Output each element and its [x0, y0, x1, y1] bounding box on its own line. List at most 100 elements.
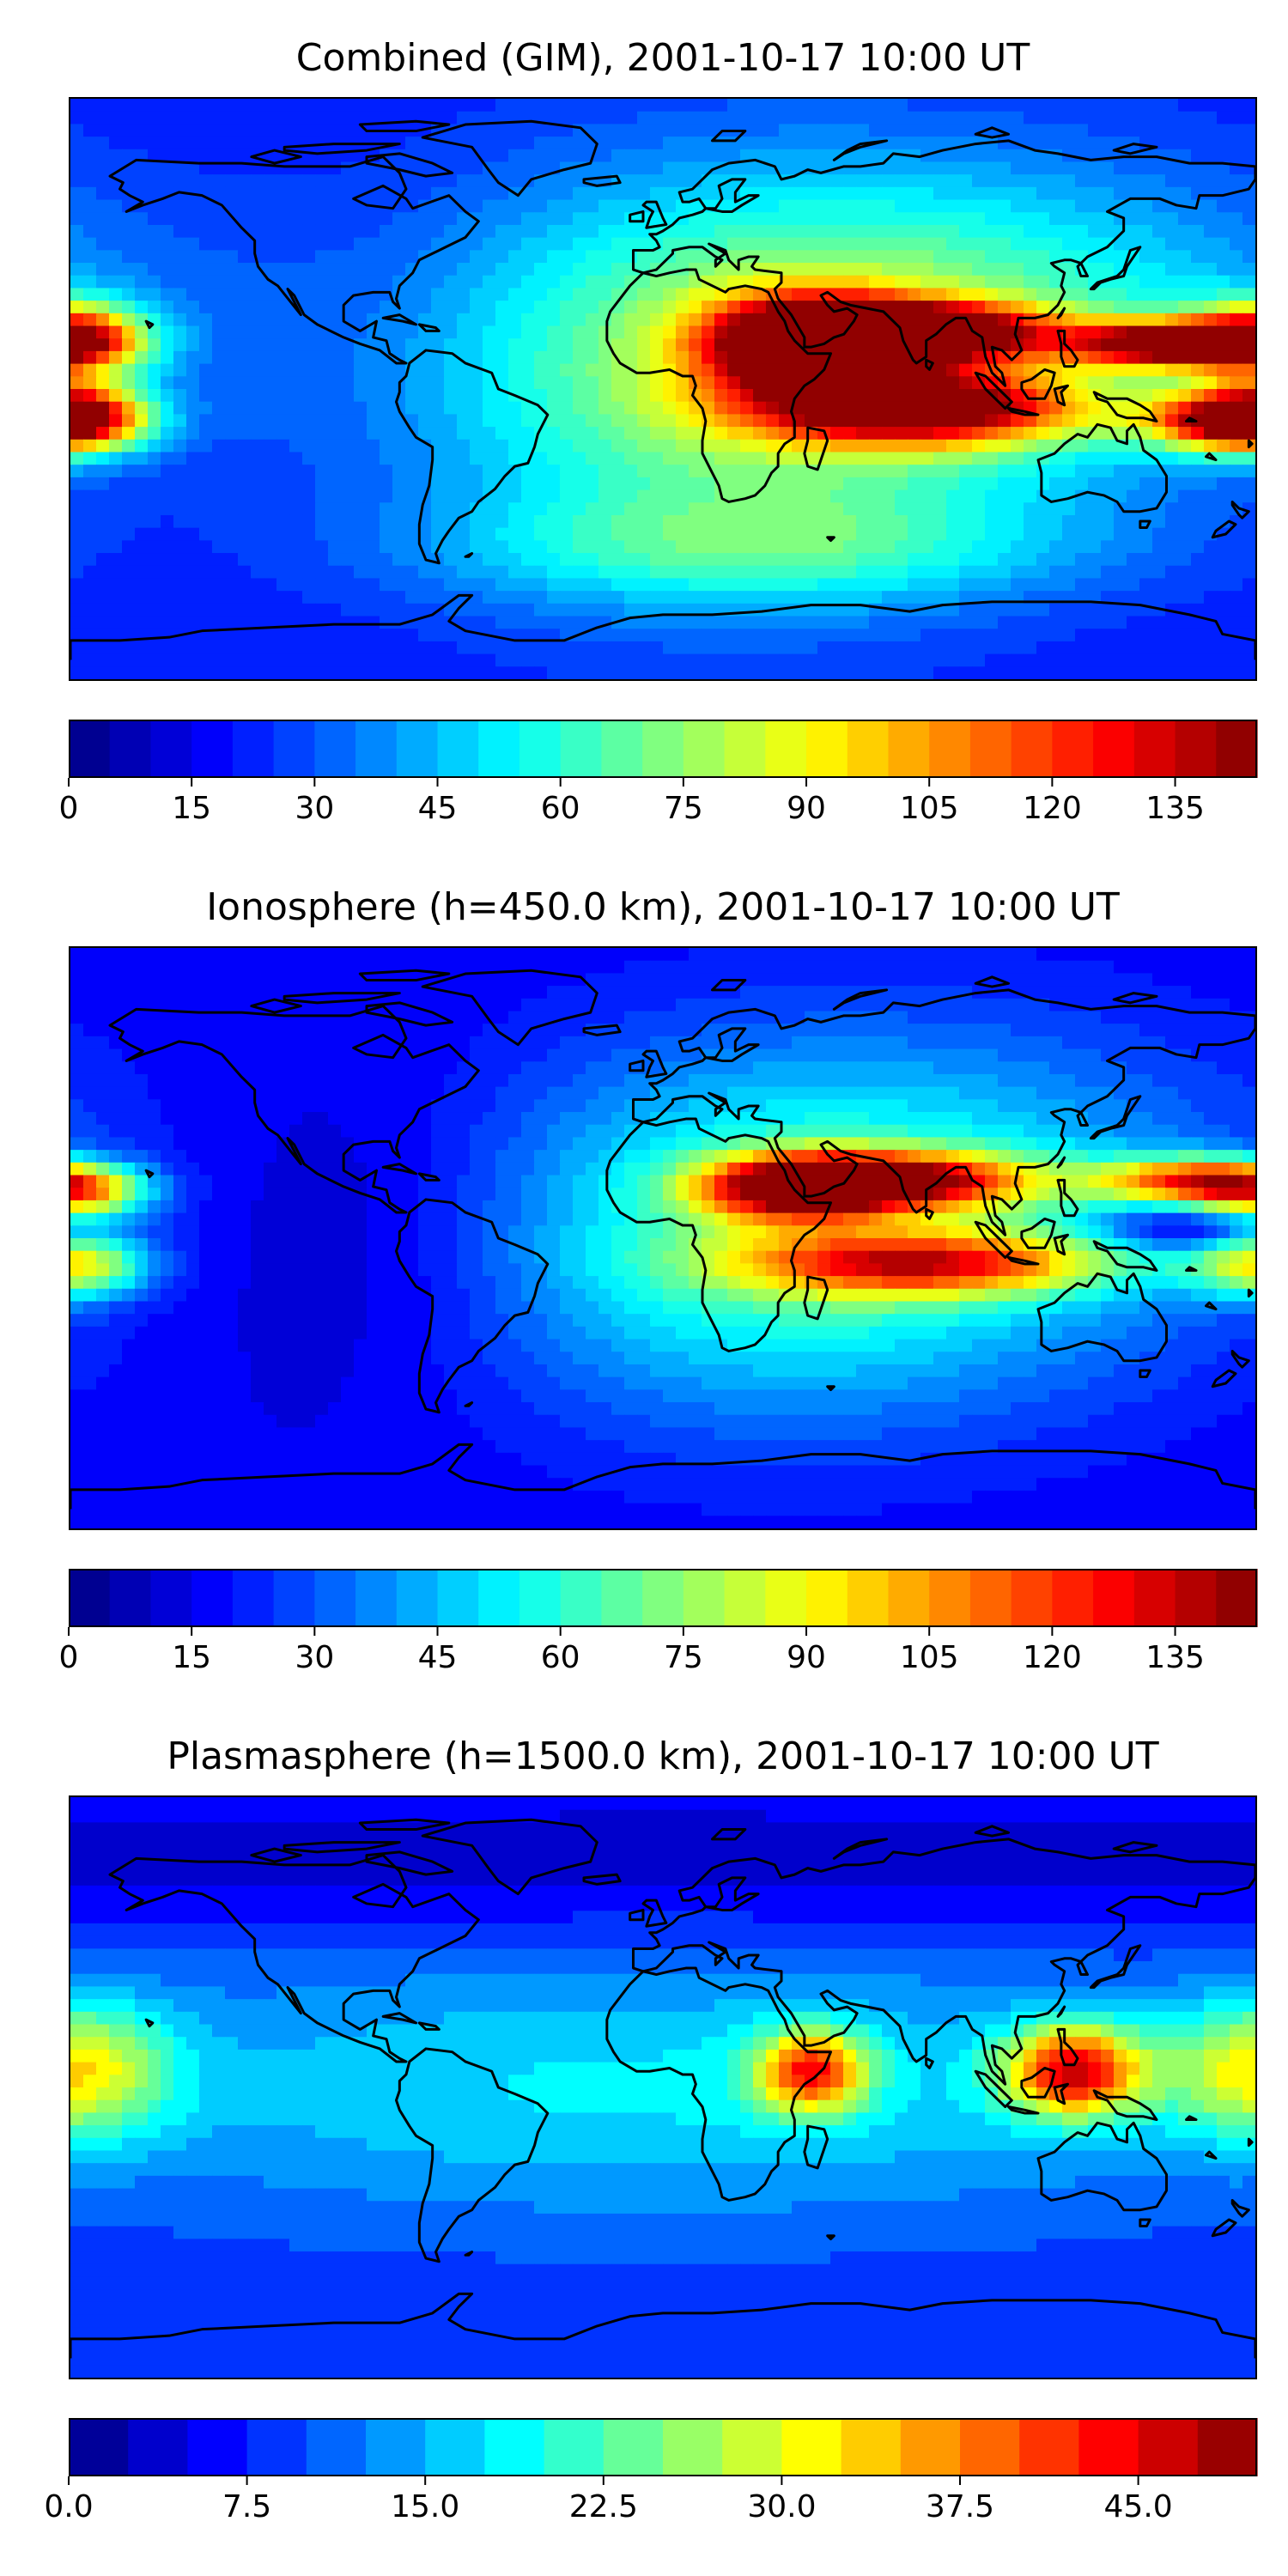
colorbar-segment	[960, 2418, 1020, 2476]
colorbar-segment	[724, 720, 766, 778]
tec-field	[70, 948, 1255, 1528]
colorbar-segment	[366, 2418, 426, 2476]
tec-field	[70, 99, 1255, 679]
colorbar-segment	[437, 720, 479, 778]
colorbar-segment	[929, 1569, 971, 1627]
colorbar-segment	[722, 2418, 782, 2476]
colorbar-segment	[765, 1569, 807, 1627]
colorbar-segment	[232, 1569, 275, 1627]
colorbar-segment	[603, 2418, 664, 2476]
colorbar-segment	[478, 720, 520, 778]
colorbar-segment	[900, 2418, 961, 2476]
colorbar-gradient	[68, 2418, 1258, 2485]
colorbar-segment	[663, 2418, 723, 2476]
map-combined	[69, 97, 1257, 681]
colorbar-tick-label: 90	[787, 791, 826, 826]
colorbar-tick-label: 90	[787, 1640, 826, 1675]
colorbar-segment	[642, 1569, 684, 1627]
colorbar-segment	[1011, 720, 1053, 778]
tec-field	[70, 1797, 1255, 2378]
colorbar-tick-label: 30	[295, 791, 335, 826]
colorbar-segment	[601, 1569, 643, 1627]
colorbar-segment	[765, 720, 807, 778]
colorbar-segment	[888, 720, 930, 778]
colorbar-segment	[683, 720, 726, 778]
colorbar-segment	[1138, 2418, 1199, 2476]
panel-title-plasmasphere: Plasmasphere (h=1500.0 km), 2001-10-17 1…	[167, 1735, 1159, 1778]
colorbar-gradient	[68, 720, 1258, 787]
colorbar-segment	[191, 720, 234, 778]
colorbar-tick-label: 0	[58, 791, 79, 826]
colorbar-segment	[314, 720, 356, 778]
colorbar-segment	[683, 1569, 726, 1627]
colorbar-segment	[150, 720, 192, 778]
colorbar-tick-label: 135	[1145, 1640, 1205, 1675]
colorbar-segment	[109, 720, 152, 778]
colorbar-segment	[806, 720, 848, 778]
colorbar-tick-label: 135	[1145, 791, 1205, 826]
colorbar-segment	[484, 2418, 545, 2476]
colorbar-segment	[1133, 720, 1176, 778]
colorbar-segment	[1078, 2418, 1139, 2476]
colorbar-combined: 0 15 30 45 60 75 90 105 120 135	[59, 720, 1258, 824]
colorbar-segment	[69, 1569, 111, 1627]
colorbar-gradient	[68, 1569, 1258, 1636]
colorbar-segment	[355, 1569, 398, 1627]
colorbar-tick-label: 15	[172, 1640, 212, 1675]
colorbar-segment	[425, 2418, 485, 2476]
colorbar-tick-label: 0	[58, 1640, 79, 1675]
colorbar-segment	[1052, 1569, 1094, 1627]
colorbar-segment	[396, 1569, 439, 1627]
colorbar-segment	[847, 720, 890, 778]
colorbar-tick-label: 45.0	[1103, 2489, 1173, 2524]
colorbar-tick-label: 105	[899, 1640, 959, 1675]
colorbar-segment	[437, 1569, 479, 1627]
colorbar-tick-label: 60	[540, 1640, 580, 1675]
colorbar-segment	[969, 1569, 1012, 1627]
colorbar-segment	[519, 1569, 562, 1627]
colorbar-tick-label: 22.5	[568, 2489, 638, 2524]
colorbar-segment	[929, 720, 971, 778]
colorbar-segment	[187, 2418, 248, 2476]
colorbar-segment	[478, 1569, 520, 1627]
colorbar-segment	[396, 720, 439, 778]
colorbar-segment	[128, 2418, 188, 2476]
colorbar-segment	[306, 2418, 367, 2476]
colorbar-segment	[1197, 2418, 1258, 2476]
colorbar-tick-label: 60	[540, 791, 580, 826]
colorbar-tick-label: 0.0	[44, 2489, 94, 2524]
colorbar-segment	[69, 720, 111, 778]
colorbar-segment	[355, 720, 398, 778]
panel-title-ionosphere: Ionosphere (h=450.0 km), 2001-10-17 10:0…	[206, 885, 1120, 929]
map-plasmasphere	[69, 1795, 1257, 2379]
colorbar-tick-label: 15.0	[391, 2489, 460, 2524]
colorbar-ionosphere: 0 15 30 45 60 75 90 105 120 135	[59, 1569, 1258, 1674]
colorbar-tick-label: 75	[663, 1640, 703, 1675]
colorbar-tick-label: 30	[295, 1640, 335, 1675]
colorbar-segment	[1216, 1569, 1258, 1627]
colorbar-segment	[781, 2418, 842, 2476]
panel-title-combined: Combined (GIM), 2001-10-17 10:00 UT	[295, 36, 1030, 80]
colorbar-tick-label: 15	[172, 791, 212, 826]
colorbar-segment	[1216, 720, 1258, 778]
colorbar-tick-label: 30.0	[747, 2489, 817, 2524]
colorbar-segment	[544, 2418, 605, 2476]
colorbar-tick-label: 120	[1023, 791, 1082, 826]
colorbar-segment	[273, 720, 315, 778]
colorbar-segment	[314, 1569, 356, 1627]
colorbar-segment	[969, 720, 1012, 778]
colorbar-segment	[806, 1569, 848, 1627]
colorbar-plasmasphere: 0.0 7.5 15.0 22.5 30.0 37.5 45.0	[44, 2418, 1258, 2523]
colorbar-segment	[888, 1569, 930, 1627]
colorbar-segment	[69, 2418, 129, 2476]
colorbar-segment	[560, 1569, 603, 1627]
colorbar-segment	[724, 1569, 766, 1627]
colorbar-segment	[847, 1569, 890, 1627]
colorbar-segment	[1093, 720, 1135, 778]
colorbar-tick-label: 45	[417, 1640, 458, 1675]
map-ionosphere	[69, 946, 1257, 1530]
colorbar-tick-label: 105	[899, 791, 959, 826]
colorbar-segment	[191, 1569, 234, 1627]
colorbar-segment	[1175, 1569, 1217, 1627]
colorbar-segment	[841, 2418, 902, 2476]
